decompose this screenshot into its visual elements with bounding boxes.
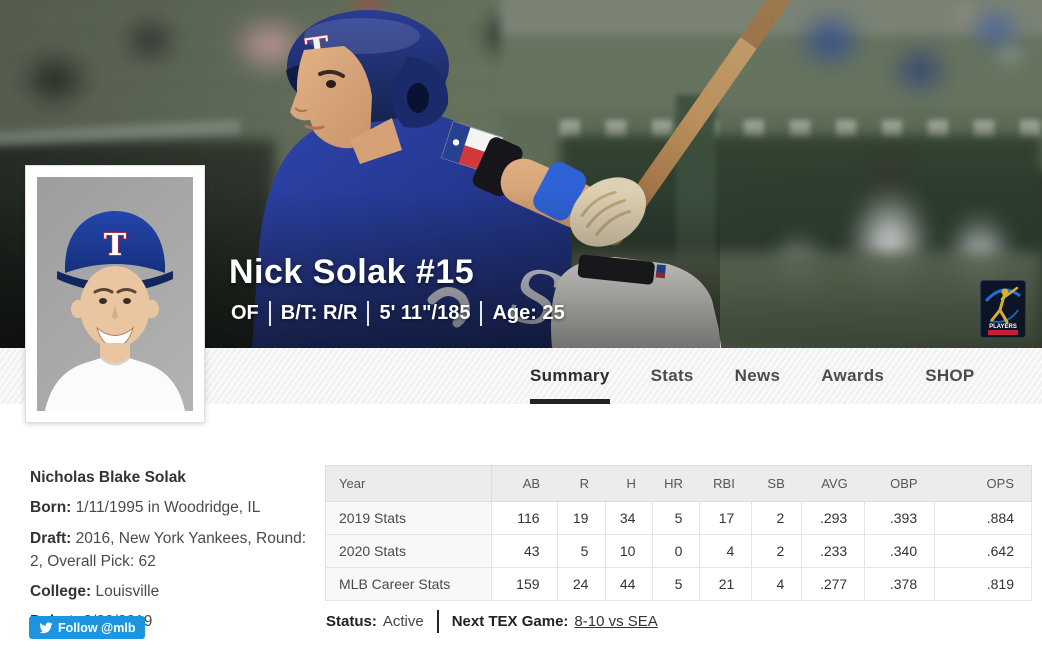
full-name: Nicholas Blake Solak: [30, 469, 186, 486]
hero-photo: S T: [0, 0, 1042, 348]
tab-bar-tabs: Summary Stats News Awards SHOP: [530, 348, 975, 404]
stat-cell: 116: [490, 501, 558, 535]
tab-summary[interactable]: Summary: [530, 348, 610, 404]
status-value: Active: [382, 613, 424, 630]
draft-label: Draft:: [30, 529, 72, 547]
column-header-r: R: [557, 465, 606, 502]
meta-item: 5' 11"/185: [379, 302, 471, 324]
stat-cell: 2: [751, 534, 803, 568]
stat-cell: 5: [652, 501, 701, 535]
column-header-avg: AVG: [801, 465, 865, 502]
stat-cell: 43: [490, 534, 558, 568]
hero-fans: [760, 0, 1042, 145]
born-label: Born:: [30, 499, 72, 517]
stat-cell: .819: [934, 567, 1032, 601]
stats-table-body: 2019 Stats 116 19 34 5 17 2.293.393.884 2020 St…: [325, 501, 1032, 601]
twitter-follow-label: Follow @mlb: [58, 620, 136, 635]
stat-cell: 0: [652, 534, 701, 568]
stat-cell: 34: [605, 501, 654, 535]
meta-separator: [367, 301, 370, 326]
stat-cell: .642: [934, 534, 1032, 568]
next-game-label: Next TEX Game:: [451, 613, 569, 630]
stat-cell: 159: [490, 567, 558, 601]
column-header-sb: SB: [751, 465, 802, 502]
mlb-players-choice-logo: PLAYERS: [980, 280, 1026, 338]
summary-stats: Year AB R H HR RBI SB AVG OBP OPS 2019 Stats 116 19…: [325, 465, 1032, 601]
column-header-year: Year: [325, 465, 492, 502]
row-label: 2020 Stats: [325, 534, 492, 568]
stat-cell: .378: [864, 567, 936, 601]
tab-news[interactable]: News: [734, 365, 781, 385]
bio-college-line: College: Louisville: [30, 580, 318, 603]
player-headshot: T: [37, 177, 193, 411]
column-header-ab: AB: [491, 465, 558, 502]
player-name: Nick Solak #15: [229, 253, 475, 291]
tab-awards[interactable]: Awards: [821, 365, 885, 385]
player-bio: Nicholas Blake Solak Born: 1/11/1995 in …: [30, 466, 318, 641]
stat-cell: 44: [605, 567, 654, 601]
stat-cell: 24: [556, 567, 607, 601]
stat-cell: 2: [751, 501, 803, 535]
born-value: 1/11/1995 in Woodridge, IL: [75, 499, 261, 517]
row-label: MLB Career Stats: [325, 567, 492, 601]
stat-cell: 10: [605, 534, 654, 568]
stat-cell: .884: [934, 501, 1032, 535]
stat-cell: .277: [801, 567, 866, 601]
stat-cell: 17: [699, 501, 753, 535]
meta-item: OF: [231, 302, 259, 324]
headshot-illustration: T: [45, 211, 185, 411]
column-header-h: H: [605, 465, 653, 502]
meta-separator: [268, 301, 271, 326]
status-label: Status:: [326, 613, 377, 630]
column-header-obp: OBP: [864, 465, 935, 502]
stat-cell: .393: [864, 501, 936, 535]
bio-born-line: Born: 1/11/1995 in Woodridge, IL: [30, 496, 318, 519]
column-header-hr: HR: [652, 465, 700, 502]
stat-cell: 4: [751, 567, 803, 601]
stat-cell: 4: [699, 534, 753, 568]
table-row: 2020 Stats 43 5 10 0 4 2.233.340.642: [325, 534, 1032, 568]
bio-draft-line: Draft: 2016, New York Yankees, Round: 2,…: [30, 527, 318, 574]
stat-cell: .293: [801, 501, 866, 535]
stats-table-header-row: Year AB R H HR RBI SB AVG OBP OPS: [325, 465, 1032, 502]
stat-cell: 5: [556, 534, 607, 568]
next-game-link[interactable]: 8-10 vs SEA: [574, 613, 658, 630]
tab-stats[interactable]: Stats: [650, 365, 694, 385]
svg-text:PLAYERS: PLAYERS: [989, 324, 1017, 330]
twitter-bird-icon: [39, 621, 53, 633]
row-label: 2019 Stats: [325, 501, 492, 535]
stat-cell: 5: [652, 567, 701, 601]
svg-text:T: T: [104, 228, 127, 263]
stat-cell: .233: [801, 534, 866, 568]
column-header-ops: OPS: [934, 465, 1032, 502]
meta-item: B/T: R/R: [280, 302, 358, 324]
twitter-follow-button[interactable]: Follow @mlb: [29, 616, 146, 639]
stat-cell: 19: [556, 501, 607, 535]
tab-shop[interactable]: SHOP: [925, 365, 975, 385]
meta-separator: [480, 301, 483, 326]
stats-table: Year AB R H HR RBI SB AVG OBP OPS 2019 Stats 116 19…: [325, 465, 1032, 601]
table-row: 2019 Stats 116 19 34 5 17 2.293.393.884: [325, 501, 1032, 535]
status-divider: [436, 610, 439, 633]
status-line: Status: Active Next TEX Game: 8-10 vs SE…: [326, 610, 658, 633]
stat-cell: 21: [699, 567, 753, 601]
college-label: College:: [30, 583, 92, 600]
stat-cell: .340: [864, 534, 936, 568]
player-headshot-card: T: [25, 165, 205, 423]
player-meta: OF B/T: R/R 5' 11"/185 Age: 25: [231, 301, 565, 326]
meta-item: Age: 25: [492, 302, 565, 324]
column-header-rbi: RBI: [699, 465, 752, 502]
table-row: MLB Career Stats 159 24 44 5 21 4.277.378.819: [325, 567, 1032, 601]
college-value: Louisville: [95, 583, 160, 600]
draft-value: 2016, New York Yankees, Round: 2, Overal…: [30, 529, 307, 570]
